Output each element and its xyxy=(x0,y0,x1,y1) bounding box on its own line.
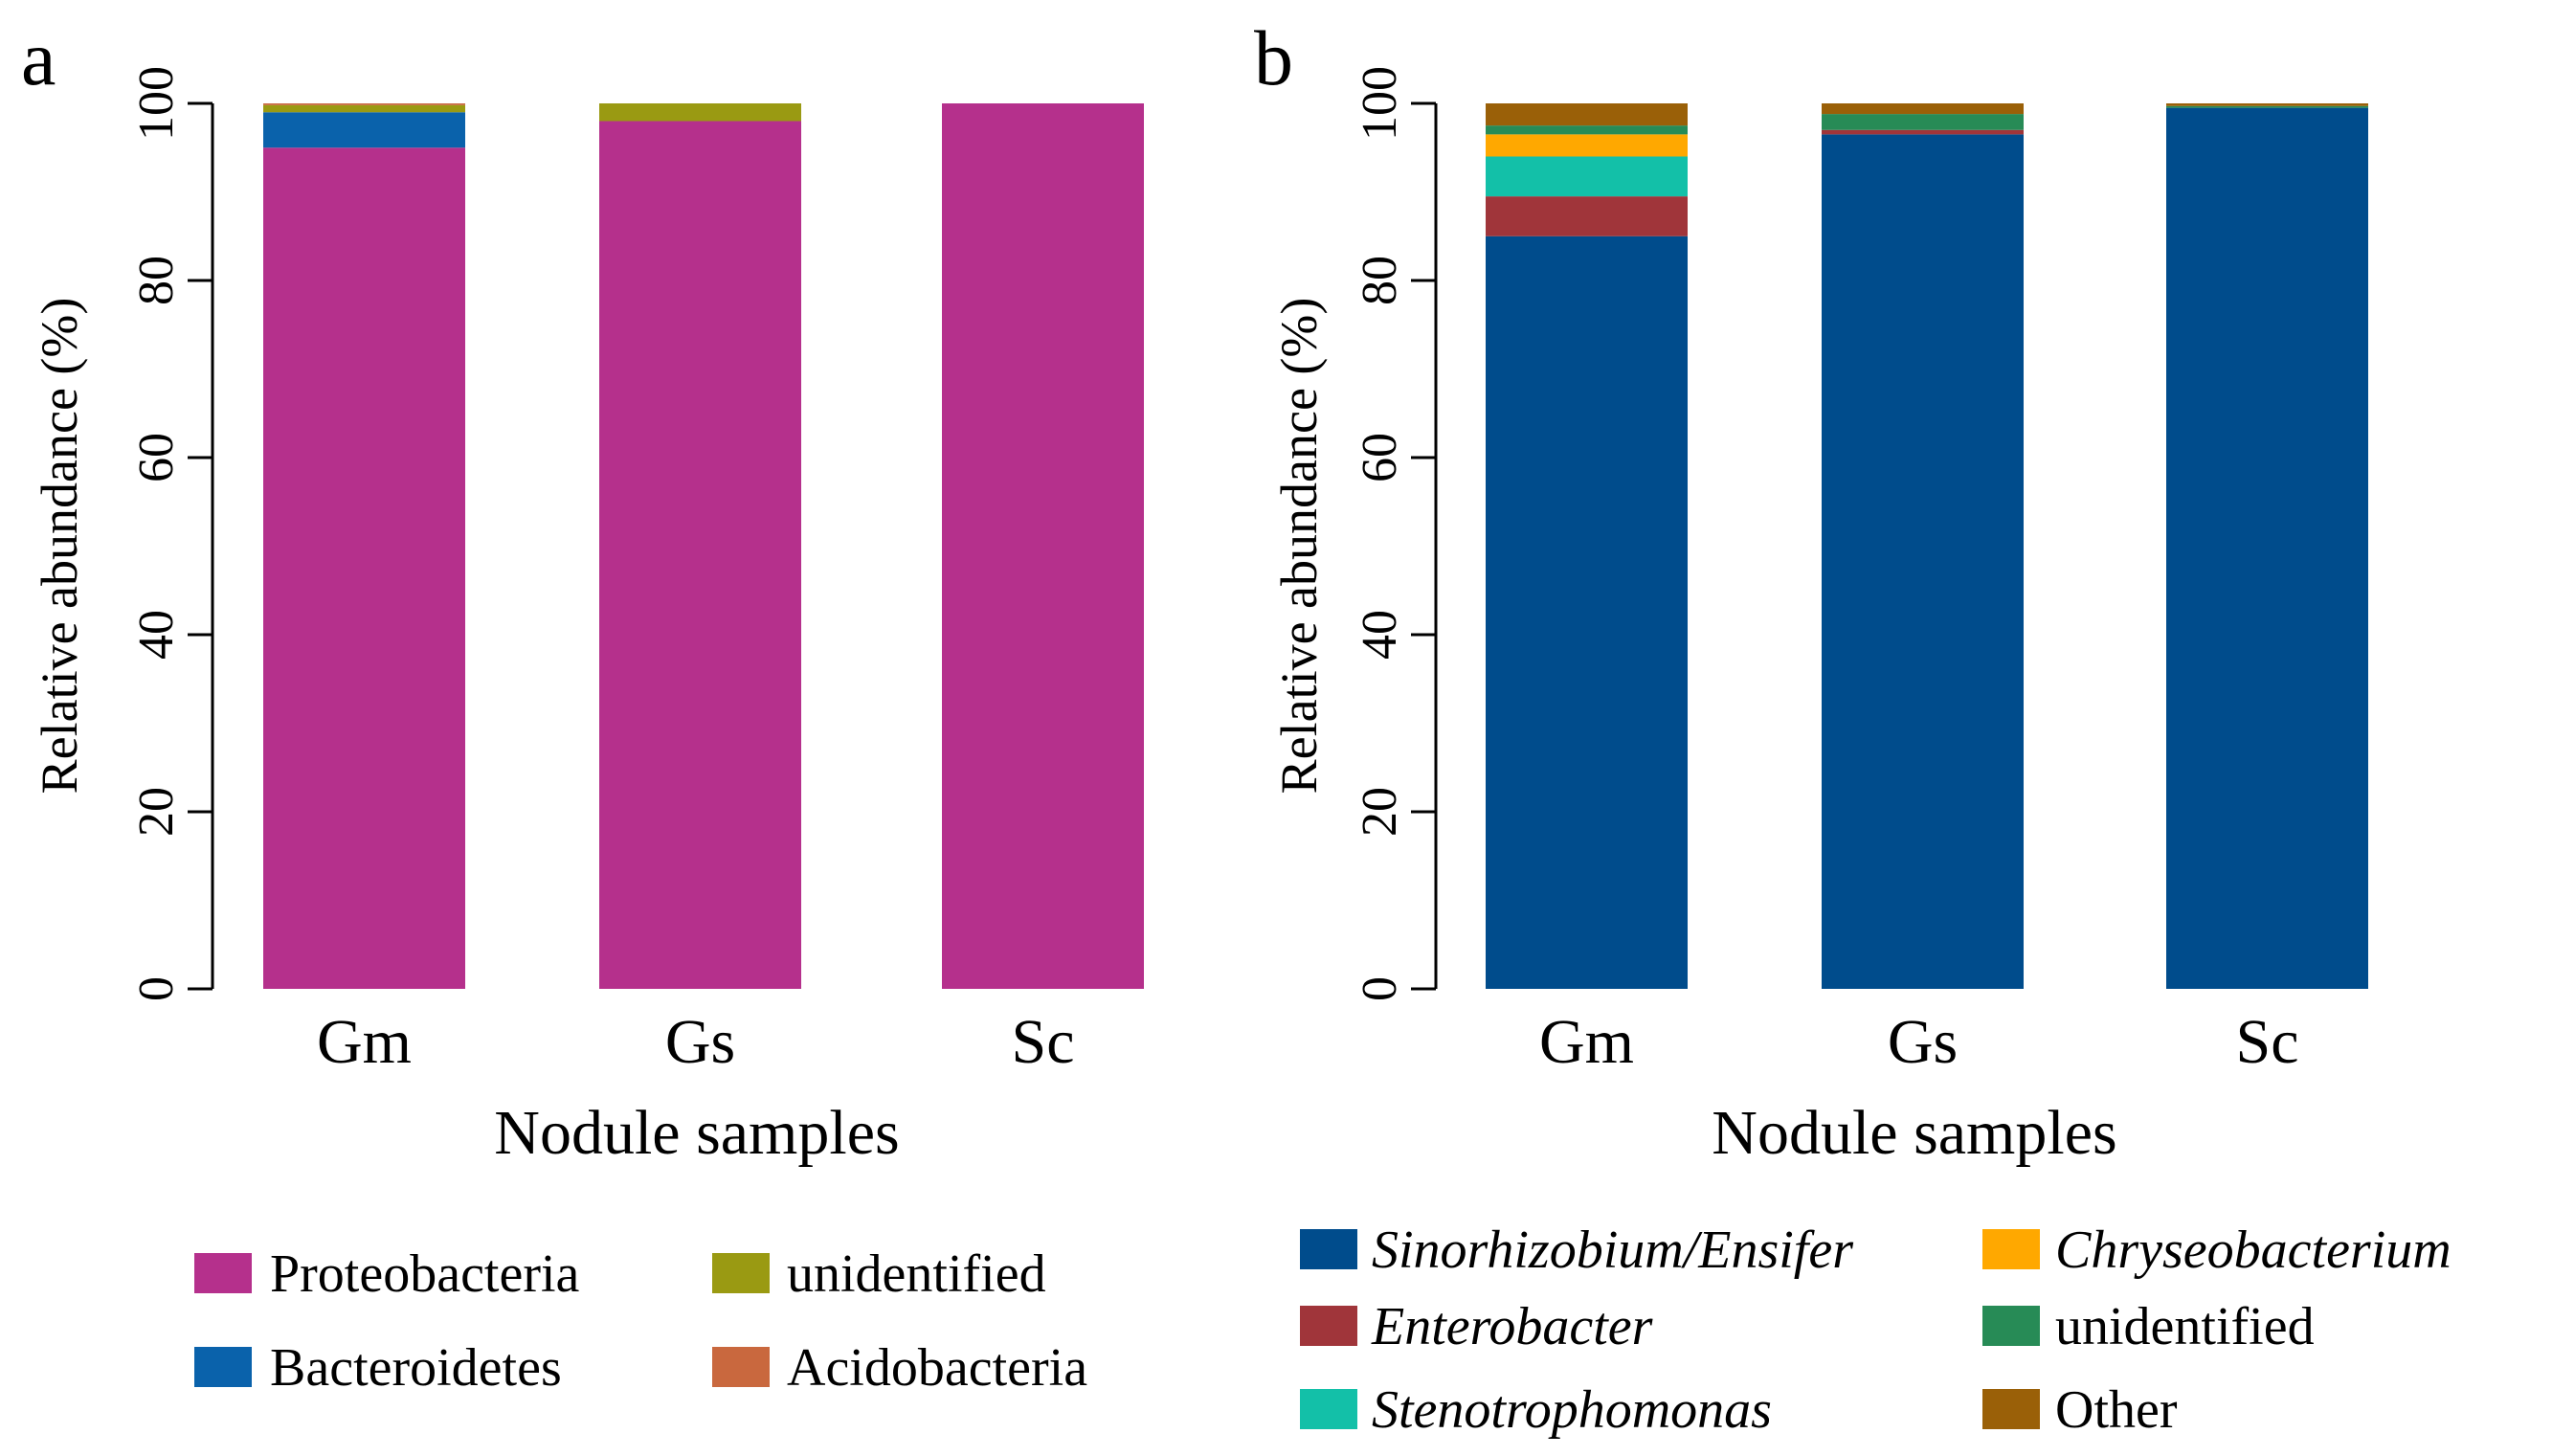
legend-swatch xyxy=(1982,1306,2040,1346)
bar-segment xyxy=(599,103,801,122)
legend-label: Stenotrophomonas xyxy=(1372,1380,1772,1440)
y-tick-label: 20 xyxy=(129,787,184,837)
legend-swatch xyxy=(1982,1229,2040,1269)
y-axis-title: Relative abundance (%) xyxy=(31,298,88,795)
legend-label: Other xyxy=(2055,1380,2178,1440)
x-category-label: Gs xyxy=(1888,1007,1958,1077)
y-tick-label: 20 xyxy=(1353,787,1407,837)
bar-segment xyxy=(263,103,465,105)
bar-segment xyxy=(1822,129,2024,135)
bar-segment xyxy=(942,103,1144,989)
x-category-label: Gs xyxy=(665,1007,735,1077)
y-tick-label: 40 xyxy=(129,610,184,660)
bar-segment xyxy=(2166,107,2368,989)
y-tick-label: 40 xyxy=(1353,610,1407,660)
bar-segment xyxy=(263,104,465,113)
bar-segment xyxy=(1486,103,1688,126)
bar-segment xyxy=(1822,103,2024,115)
legend-label: Acidobacteria xyxy=(787,1338,1087,1398)
legend-swatch xyxy=(712,1253,770,1293)
legend-label: Proteobacteria xyxy=(270,1244,580,1304)
panel-a: a 0 20 40 60 80 100 Relative abundance (%) Gm Gs S… xyxy=(21,14,1144,1398)
x-category-label: Sc xyxy=(2236,1007,2299,1077)
x-axis-title: Nodule samples xyxy=(1712,1098,2116,1168)
bar-segment xyxy=(1486,235,1688,989)
legend-label: unidentified xyxy=(787,1244,1046,1304)
bar-segment xyxy=(2166,103,2368,106)
x-category-label: Gm xyxy=(317,1007,412,1077)
legend-label: Enterobacter xyxy=(1371,1297,1653,1356)
legend-label: Sinorhizobium/Ensifer xyxy=(1372,1221,1853,1280)
bar-segment xyxy=(2166,105,2368,108)
legend-swatch xyxy=(712,1347,770,1387)
y-tick-label: 60 xyxy=(1353,433,1407,482)
panel-letter: b xyxy=(1254,14,1293,101)
legend-swatch xyxy=(1300,1306,1357,1346)
y-axis-title: Relative abundance (%) xyxy=(1270,298,1328,795)
x-category-label: Gm xyxy=(1539,1007,1634,1077)
bar-segment xyxy=(263,147,465,989)
y-tick-label: 0 xyxy=(1353,976,1407,1001)
y-tick-label: 80 xyxy=(129,256,184,305)
legend-label: Chryseobacterium xyxy=(2055,1221,2451,1280)
y-tick-label: 100 xyxy=(1353,66,1407,141)
legend-swatch xyxy=(194,1347,252,1387)
bar-segment xyxy=(1486,125,1688,135)
x-category-label: Sc xyxy=(1012,1007,1075,1077)
legend-swatch xyxy=(1300,1389,1357,1429)
legend-label: unidentified xyxy=(2055,1297,2315,1356)
bar-segment xyxy=(1822,114,2024,130)
panel-b: b 0 20 40 60 80 100 Relative abundance (%) Gm Gs S… xyxy=(1254,14,2451,1440)
legend-label: Bacteroidetes xyxy=(270,1338,562,1398)
legend-swatch xyxy=(1300,1229,1357,1269)
y-tick-label: 100 xyxy=(129,66,184,141)
x-axis-title: Nodule samples xyxy=(494,1098,899,1168)
bar-segment xyxy=(263,112,465,148)
bar-segment xyxy=(1486,156,1688,197)
legend-swatch xyxy=(194,1253,252,1293)
bar-segment xyxy=(599,121,801,989)
y-tick-label: 60 xyxy=(129,433,184,482)
legend-swatch xyxy=(1982,1389,2040,1429)
panel-letter: a xyxy=(21,14,56,101)
bar-segment xyxy=(1486,134,1688,157)
y-tick-label: 0 xyxy=(129,976,184,1001)
y-tick-label: 80 xyxy=(1353,256,1407,305)
bar-segment xyxy=(1822,134,2024,989)
bar-segment xyxy=(1486,196,1688,236)
